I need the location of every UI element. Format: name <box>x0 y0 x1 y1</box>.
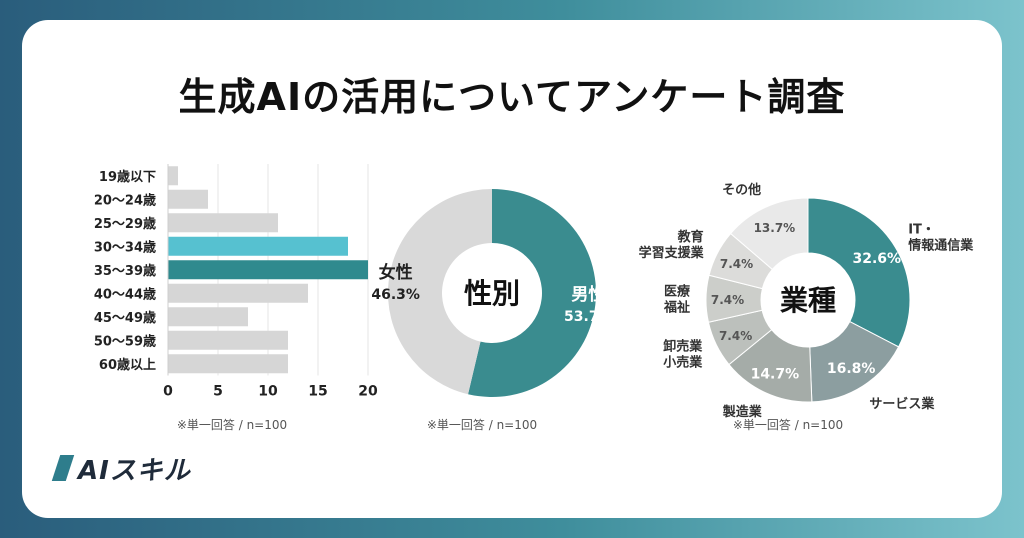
slice-label: 製造業 <box>722 404 763 420</box>
slice-label: 医療福祉 <box>663 283 691 315</box>
slice-value: 7.4% <box>719 329 752 343</box>
category-label: 20〜24歳 <box>94 192 156 208</box>
slice-label: 卸売業小売業 <box>663 338 703 370</box>
donut-center-label: 性別 <box>464 277 520 310</box>
bar <box>168 260 368 280</box>
logo-text: AIスキル <box>78 455 191 486</box>
note-gender: ※単一回答 / n=100 <box>426 418 538 432</box>
donut-center-label: 業種 <box>780 284 836 317</box>
slice-label: サービス業 <box>869 396 935 412</box>
x-tick-label: 15 <box>308 384 327 400</box>
bar <box>168 166 178 186</box>
x-tick-label: 20 <box>358 384 378 400</box>
slice-value: 32.6% <box>852 251 901 267</box>
note-age: ※単一回答 / n=100 <box>176 418 288 432</box>
slice-value: 7.4% <box>711 293 744 307</box>
note-industry: ※単一回答 / n=100 <box>732 418 844 432</box>
brand-logo: AIスキル <box>51 452 191 486</box>
category-label: 25〜29歳 <box>94 216 156 232</box>
x-tick-label: 10 <box>258 384 278 400</box>
x-tick-label: 0 <box>163 384 173 400</box>
bar <box>168 330 288 350</box>
slice-label: その他 <box>722 182 761 198</box>
page-title: 生成AIの活用についてアンケート調査 <box>178 75 846 119</box>
pie-slice <box>807 197 911 348</box>
card: 生成AIの活用についてアンケート調査 0 5 10 15 20 19歳以下 20〜24歳 25… <box>22 20 1002 518</box>
category-label: 40〜44歳 <box>94 286 156 302</box>
slice-label: 女性 <box>379 262 413 283</box>
category-label: 35〜39歳 <box>94 263 156 279</box>
bar <box>168 354 288 374</box>
pie-slice <box>387 189 492 395</box>
bar <box>168 236 348 256</box>
slice-label: 教育学習支援業 <box>639 229 705 261</box>
category-label: 19歳以下 <box>99 169 156 185</box>
bar <box>168 189 208 209</box>
category-label: 50〜59歳 <box>94 333 156 349</box>
category-label: 45〜49歳 <box>94 310 156 326</box>
logo-mark-icon <box>51 455 75 481</box>
slice-value: 16.8% <box>827 361 876 377</box>
pie-slice <box>729 197 809 271</box>
bar <box>168 307 248 327</box>
slice-value: 53.7% <box>564 309 613 325</box>
slice-value: 14.7% <box>751 366 800 382</box>
slice-value: 13.7% <box>754 221 796 235</box>
slice-value: 7.4% <box>720 257 753 271</box>
slice-value: 46.3% <box>371 287 420 303</box>
industry-donut-chart: 32.6% IT・情報通信業 16.8% サービス業 14.7% 製造業 7.4% 卸売業小売… <box>639 182 975 420</box>
pie-slice <box>468 189 596 397</box>
category-label: 60歳以上 <box>99 357 156 373</box>
age-bar-chart: 0 5 10 15 20 19歳以下 20〜24歳 25〜29歳 30〜34歳 35〜39歳 40〜… <box>94 164 378 400</box>
slice-label: IT・情報通信業 <box>908 223 974 254</box>
slice-label: 男性 <box>571 284 605 305</box>
bar <box>168 213 278 233</box>
bar <box>168 283 308 303</box>
x-tick-label: 5 <box>213 384 223 400</box>
gender-donut-chart: 男性 53.7% 女性 46.3% 性別 <box>371 189 613 397</box>
category-label: 30〜34歳 <box>94 239 156 255</box>
